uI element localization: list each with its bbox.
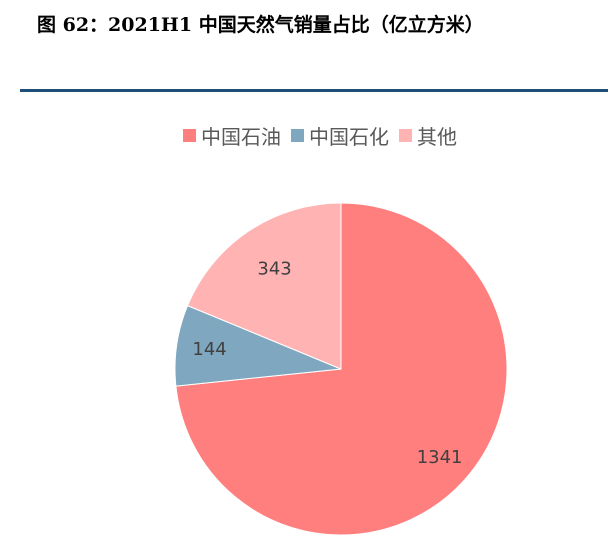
- figure-title: 图 62：2021H1 中国天然气销量占比（亿立方米）: [37, 14, 484, 36]
- data-label-1: 144: [192, 339, 226, 360]
- chart-legend: 中国石油 中国石化 其他: [183, 121, 457, 150]
- legend-label-1: 中国石化: [309, 125, 389, 149]
- legend-item-0: 中国石油: [183, 121, 281, 150]
- legend-item-2: 其他: [399, 121, 457, 150]
- data-label-2: 343: [257, 259, 291, 280]
- legend-swatch-2: [399, 129, 412, 142]
- title-divider: [20, 89, 608, 92]
- legend-label-0: 中国石油: [201, 125, 281, 149]
- legend-swatch-1: [291, 129, 304, 142]
- pie-slice-2: [186, 202, 342, 370]
- legend-item-1: 中国石化: [291, 121, 389, 150]
- data-label-0: 1341: [417, 447, 463, 468]
- legend-swatch-0: [183, 129, 196, 142]
- legend-label-2: 其他: [417, 125, 457, 149]
